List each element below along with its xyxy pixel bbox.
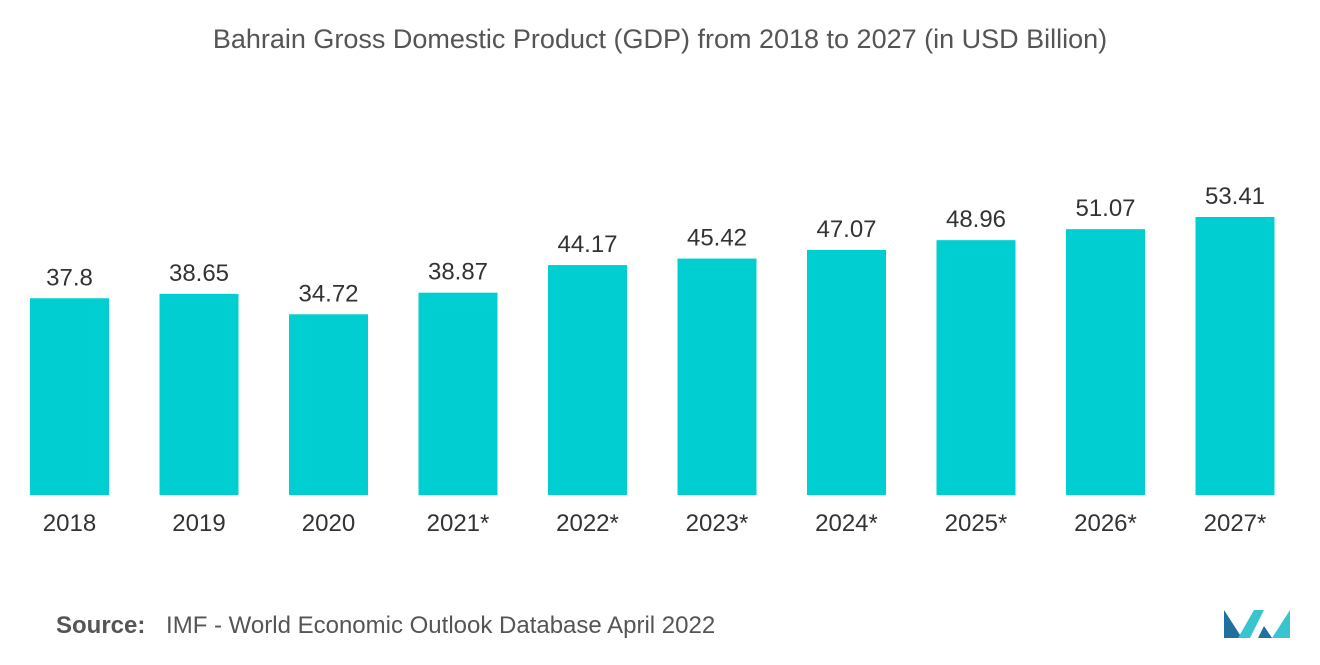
x-tick-label: 2021* <box>427 510 490 537</box>
source-text: IMF - World Economic Outlook Database Ap… <box>166 612 716 639</box>
x-tick-label: 2019 <box>172 510 225 537</box>
value-label: 47.07 <box>816 216 876 243</box>
x-tick-label: 2020 <box>302 510 355 537</box>
logo-shape-mid2 <box>1258 626 1272 638</box>
bar-2020 <box>289 314 368 495</box>
logo-shape-mid <box>1238 610 1264 638</box>
bar-2025* <box>936 240 1016 495</box>
logo-shape-right <box>1272 610 1290 638</box>
bar-2023* <box>677 258 757 495</box>
x-tick-label: 2025* <box>945 510 1008 537</box>
bar-2027* <box>1195 217 1275 495</box>
bar-2018 <box>30 298 109 495</box>
source-note: Source: IMF - World Economic Outlook Dat… <box>56 612 715 640</box>
x-tick-label: 2026* <box>1074 510 1137 537</box>
value-label: 44.17 <box>557 231 617 258</box>
value-label: 34.72 <box>298 280 358 307</box>
bar-chart: 37.8 2018 38.65 2019 34.72 2020 38.87 2021* 44.1… <box>30 183 1275 537</box>
chart-title: Bahrain Gross Domestic Product (GDP) fro… <box>212 24 1108 54</box>
x-tick-label: 2023* <box>686 510 749 537</box>
company-logo-icon <box>1224 610 1290 638</box>
bar-2026* <box>1066 229 1145 495</box>
x-tick-label: 2022* <box>556 510 619 537</box>
bar-2024* <box>807 249 886 495</box>
value-label: 45.42 <box>687 225 747 252</box>
value-label: 38.87 <box>428 259 488 286</box>
bar-2021* <box>418 292 498 495</box>
x-tick-label: 2018 <box>43 510 96 537</box>
value-label: 51.07 <box>1075 195 1135 222</box>
value-label: 48.96 <box>946 206 1006 233</box>
value-label: 37.8 <box>46 264 93 291</box>
source-label: Source: <box>56 612 146 639</box>
x-tick-label: 2027* <box>1204 510 1267 537</box>
value-label: 53.41 <box>1205 183 1265 210</box>
logo-shape-left <box>1224 610 1242 638</box>
bar-2022* <box>548 265 627 495</box>
bar-2019 <box>159 293 239 495</box>
value-label: 38.65 <box>169 260 229 287</box>
x-tick-label: 2024* <box>815 510 878 537</box>
